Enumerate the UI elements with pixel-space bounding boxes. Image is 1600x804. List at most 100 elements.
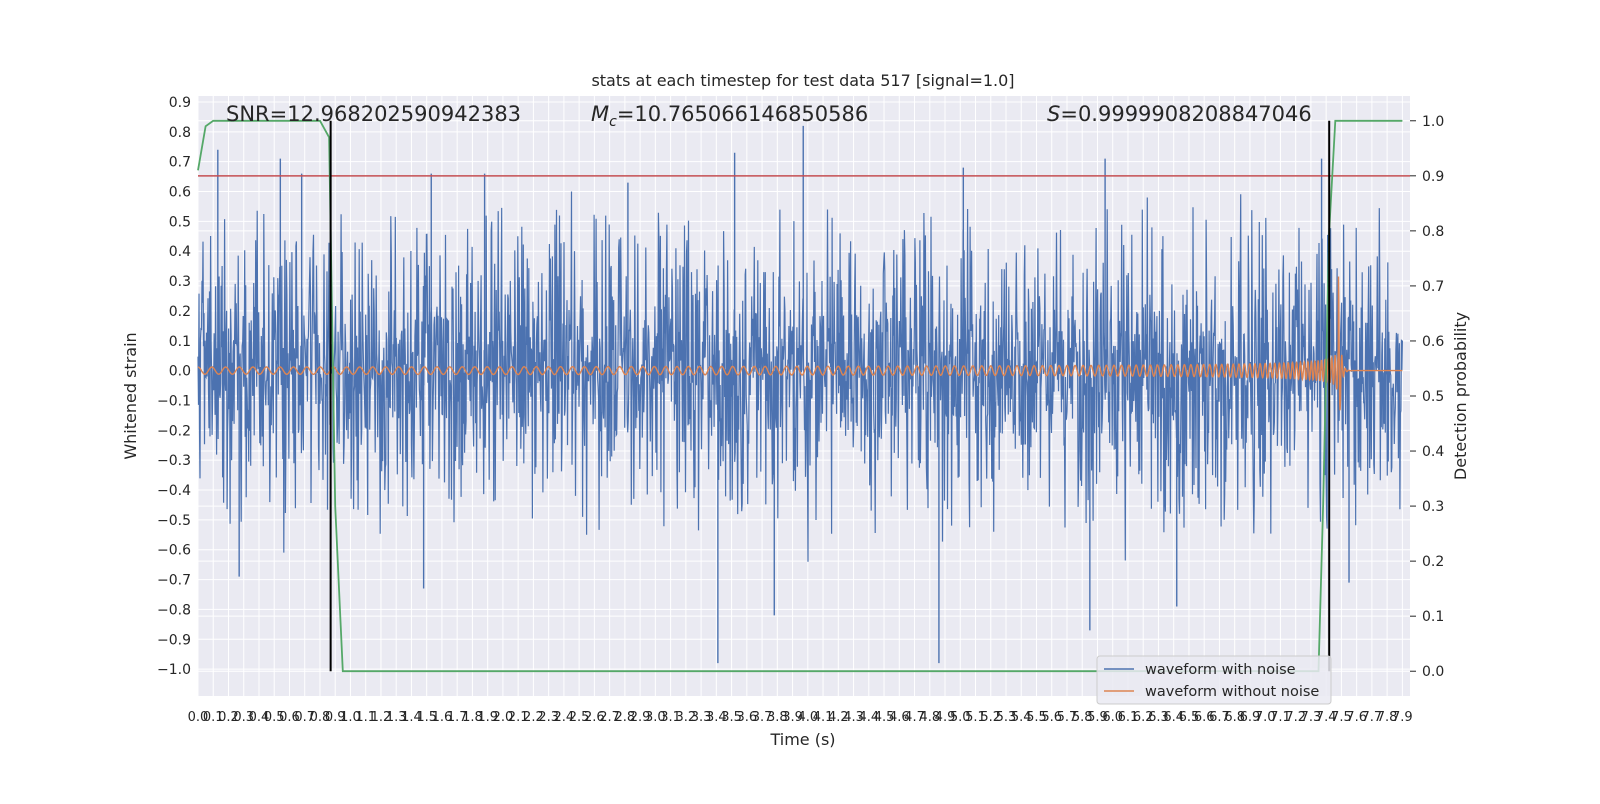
annotation-chirp-mass-subscript: c [609, 114, 617, 130]
y-right-tick-label: 0.4 [1422, 444, 1444, 460]
x-tick-label: 3.2 [676, 710, 697, 725]
x-tick-label: 0.0 [188, 710, 209, 725]
y-axis-label: Whitened strain [121, 332, 140, 459]
annotation-chirp-mass-value: =10.765066146850586 [617, 102, 868, 126]
x-tick-label: 6.7 [1209, 710, 1230, 725]
y-tick-label: 0.9 [169, 95, 191, 111]
y-tick-label: 0.2 [169, 304, 191, 320]
x-tick-label: 1.2 [371, 710, 392, 725]
x-tick-label: 0.4 [249, 710, 270, 725]
y-axis-right-label: Detection probability [1451, 312, 1470, 480]
x-tick-label: 7.0 [1255, 710, 1276, 725]
x-tick-label: 0.7 [294, 710, 315, 725]
legend-label-noise: waveform with noise [1145, 662, 1296, 678]
x-tick-label: 7.8 [1377, 710, 1398, 725]
x-tick-label: 7.6 [1346, 710, 1367, 725]
x-tick-label: 4.8 [919, 710, 940, 725]
x-tick-label: 1.5 [416, 710, 437, 725]
x-tick-label: 3.0 [645, 710, 666, 725]
x-tick-label: 0.5 [264, 710, 285, 725]
x-tick-label: 1.4 [401, 710, 422, 725]
x-tick-label: 7.1 [1270, 710, 1291, 725]
x-tick-label: 1.6 [432, 710, 453, 725]
legend-box [1096, 655, 1332, 705]
x-tick-label: 2.8 [615, 710, 636, 725]
x-tick-label: 7.3 [1301, 710, 1322, 725]
legend-label-clean: waveform without noise [1145, 684, 1319, 700]
clean-waveform-line [197, 276, 1403, 411]
x-tick-label: 2.0 [493, 710, 514, 725]
x-tick-label: 1.9 [477, 710, 498, 725]
y-right-tick-label: 0.0 [1422, 664, 1444, 680]
y-right-tick-label: 0.7 [1422, 279, 1444, 295]
x-tick-label: 6.3 [1148, 710, 1169, 725]
x-tick-label: 5.8 [1072, 710, 1093, 725]
x-tick-label: 2.2 [523, 710, 544, 725]
y-tick-label: −0.6 [157, 543, 191, 559]
x-tick-label: 3.6 [736, 710, 757, 725]
x-tick-label: 2.3 [538, 710, 559, 725]
y-tick-label: 0.0 [169, 364, 191, 380]
y-tick-label: 0.3 [169, 274, 191, 290]
y-right-tick-label: 0.9 [1422, 169, 1444, 185]
x-tick-label: 0.6 [279, 710, 300, 725]
x-tick-label: 5.1 [965, 710, 986, 725]
x-tick-label: 6.0 [1102, 710, 1123, 725]
noise-waveform-line [197, 191, 1403, 562]
x-tick-label: 1.8 [462, 710, 483, 725]
x-axis-label: Time (s) [769, 730, 835, 749]
x-tick-label: 6.8 [1224, 710, 1245, 725]
y-tick-label: −0.1 [157, 393, 191, 409]
x-tick-label: 3.3 [691, 710, 712, 725]
x-tick-label: 3.5 [721, 710, 742, 725]
y-tick-label: −0.5 [157, 513, 191, 529]
x-tick-label: 3.1 [660, 710, 681, 725]
x-tick-label: 1.0 [340, 710, 361, 725]
x-tick-label: 2.6 [584, 710, 605, 725]
x-tick-label: 6.9 [1240, 710, 1261, 725]
x-tick-label: 4.9 [935, 710, 956, 725]
y-right-tick-label: 0.6 [1422, 334, 1444, 350]
y-tick-label: 0.7 [169, 155, 191, 171]
chirp-series [197, 276, 1403, 411]
x-tick-label: 6.6 [1194, 710, 1215, 725]
y-right-tick-label: 0.2 [1422, 554, 1444, 570]
y-right-tick-label: 0.8 [1422, 224, 1444, 240]
x-tick-label: 4.6 [889, 710, 910, 725]
x-tick-label: 6.2 [1133, 710, 1154, 725]
y-tick-label: −1.0 [157, 662, 191, 678]
x-tick-label: 5.3 [996, 710, 1017, 725]
x-tick-label: 5.9 [1087, 710, 1108, 725]
x-tick-label: 5.2 [980, 710, 1001, 725]
x-tick-label: 1.7 [447, 710, 468, 725]
x-tick-label: 4.4 [858, 710, 879, 725]
y-tick-label: −0.3 [157, 453, 191, 469]
x-tick-label: 5.4 [1011, 710, 1032, 725]
x-tick-label: 4.7 [904, 710, 925, 725]
y-tick-label: 0.6 [169, 185, 191, 201]
x-tick-label: 4.2 [828, 710, 849, 725]
y-axis-left-ticks: 0.9 0.8 0.7 0.6 0.5 0.4 0.3 0.2 0.1 0.0 −0.1 −0.2 −0… [157, 95, 191, 678]
x-tick-label: 6.5 [1179, 710, 1200, 725]
probability-series [197, 119, 1403, 673]
y-axis-right-ticks: 1.0 0.9 0.8 0.7 0.6 0.5 0.4 0.3 0.2 0.1 0.0 [1410, 114, 1444, 680]
x-tick-label: 2.1 [508, 710, 529, 725]
y-right-tick-label: 1.0 [1422, 114, 1444, 130]
x-tick-label: 7.4 [1316, 710, 1337, 725]
x-tick-label: 0.8 [310, 710, 331, 725]
x-tick-label: 2.9 [630, 710, 651, 725]
x-tick-label: 7.2 [1285, 710, 1306, 725]
x-tick-label: 4.1 [813, 710, 834, 725]
y-tick-label: −0.8 [157, 602, 191, 618]
x-tick-label: 1.3 [386, 710, 407, 725]
x-tick-label: 5.6 [1041, 710, 1062, 725]
x-tick-label: 2.7 [599, 710, 620, 725]
x-tick-label: 4.3 [843, 710, 864, 725]
x-tick-label: 3.9 [782, 710, 803, 725]
y-tick-label: −0.9 [157, 632, 191, 648]
annotation-score-value: =0.9999908208847046 [1060, 102, 1311, 126]
x-tick-label: 6.1 [1118, 710, 1139, 725]
x-tick-label: 7.9 [1392, 710, 1413, 725]
x-tick-label: 5.0 [950, 710, 971, 725]
